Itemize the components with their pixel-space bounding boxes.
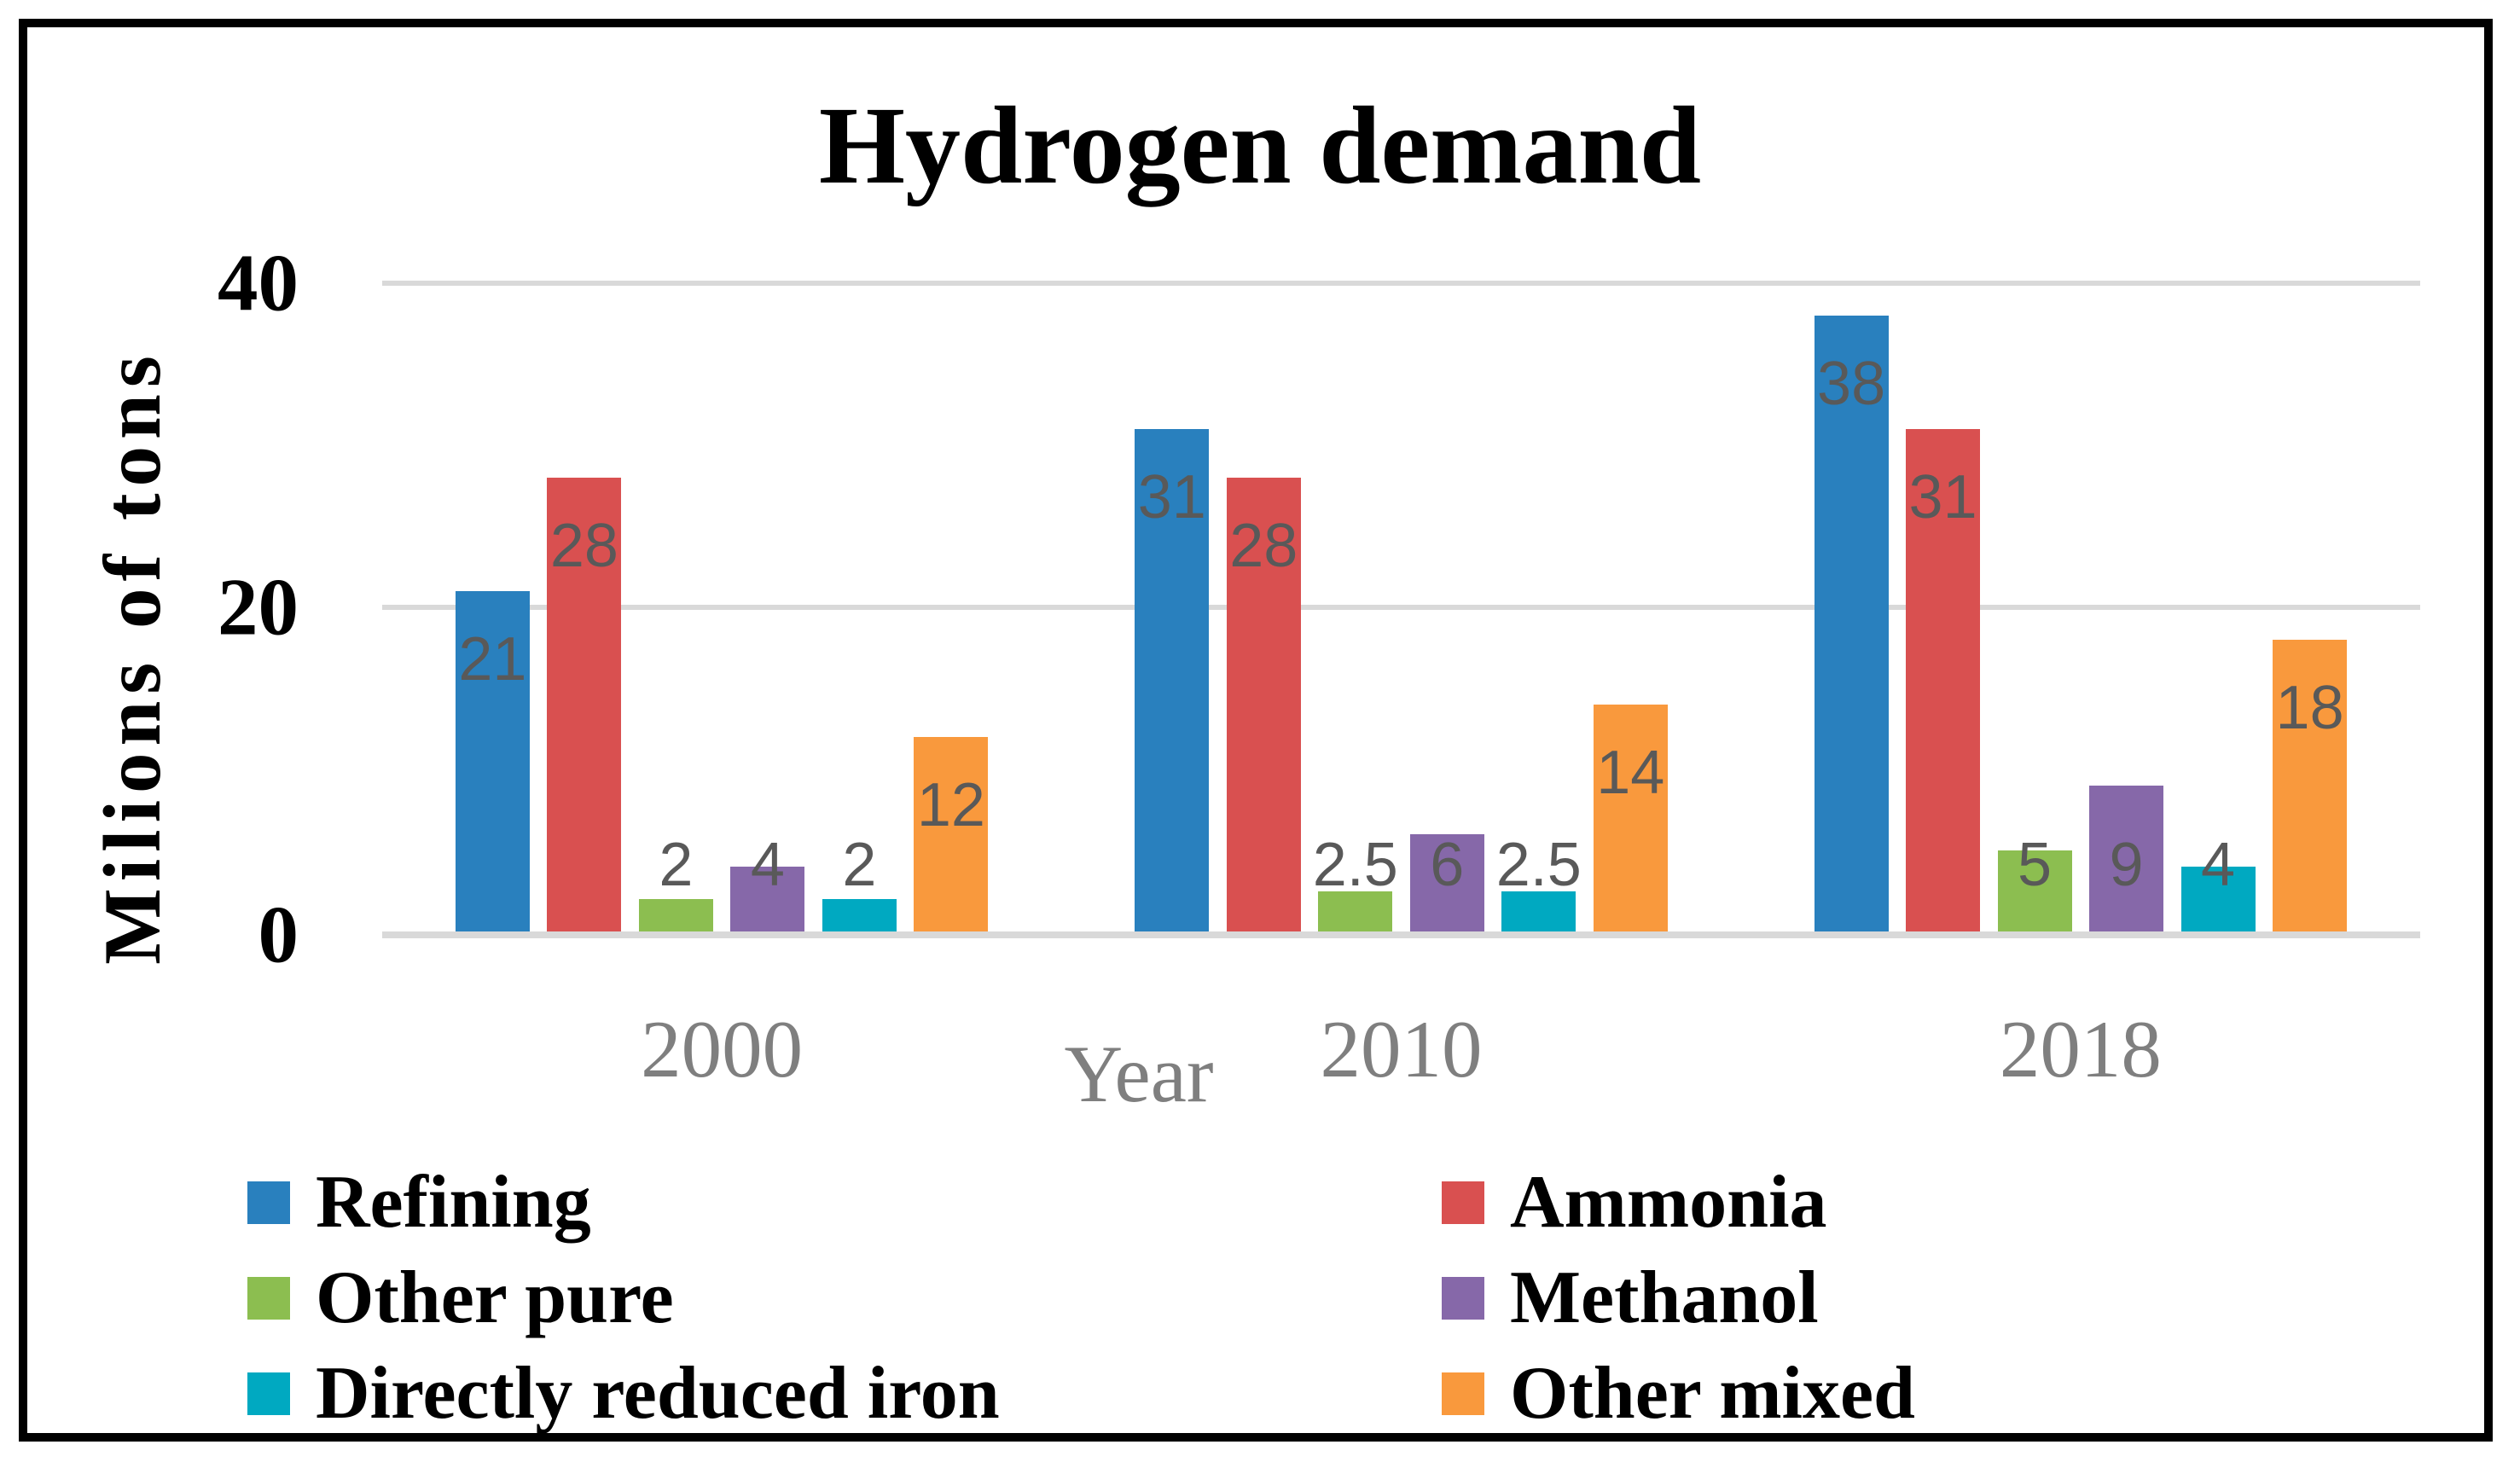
data-label-2000-ammonia: 28 [549,512,618,580]
x-axis-title: Year [1064,1029,1214,1119]
chart-title: Hydrogen demand [818,84,1702,207]
data-label-2000-refining: 21 [458,625,527,693]
legend-item-ammonia: Ammonia [1442,1164,2380,1241]
figure-border [19,19,2493,1442]
data-label-2018-other-pure: 5 [2018,831,2053,899]
bar-2000-refining [455,591,530,931]
legend-item-other-pure: Other pure [247,1260,1442,1337]
bar-2010-ammonia [1226,478,1301,931]
legend-item-other-mixed: Other mixed [1442,1355,2380,1432]
bar-2000-other-pure [638,899,713,931]
bar-2000-methanol [730,867,805,931]
bar-2018-other-pure [1997,850,2072,931]
legend-label: Refining [316,1161,591,1244]
legend-label: Methanol [1510,1256,1819,1339]
data-label-2000-other-mixed: 12 [916,771,985,839]
bar-2018-refining [1814,316,1889,931]
data-label-2018-methanol: 9 [2109,831,2144,899]
legend-item-directly-reduced-iron: Directly reduced iron [247,1355,1442,1432]
gridline-40 [382,281,2420,286]
bar-2018-methanol [2089,786,2164,931]
legend-label: Directly reduced iron [316,1352,1000,1435]
data-label-2018-ammonia: 31 [1908,463,1977,531]
data-label-2018-other-mixed: 18 [2275,674,2344,742]
data-label-2000-methanol: 4 [750,831,785,899]
y-tick-label-40: 40 [218,237,299,328]
data-label-2010-refining: 31 [1137,463,1206,531]
bar-2000-directly-reduced-iron [822,899,897,931]
bar-2018-directly-reduced-iron [2180,867,2256,931]
legend-swatch-other-mixed [1442,1372,1484,1415]
legend-swatch-other-pure [247,1277,290,1320]
y-tick-label-20: 20 [218,561,299,653]
bar-2010-other-pure [1318,891,1393,931]
gridline-20 [382,605,2420,610]
data-label-2010-other-pure: 2.5 [1312,831,1398,899]
y-tick-label-0: 0 [258,889,299,980]
data-label-2018-directly-reduced-iron: 4 [2201,831,2236,899]
data-label-2010-methanol: 6 [1430,831,1465,899]
legend-item-methanol: Methanol [1442,1260,2380,1337]
legend-label: Ammonia [1510,1161,1827,1244]
bar-2010-directly-reduced-iron [1501,891,1576,931]
legend-label: Other pure [316,1256,674,1339]
data-label-2000-directly-reduced-iron: 2 [842,831,877,899]
data-label-2018-refining: 38 [1817,350,1886,418]
data-label-2010-directly-reduced-iron: 2.5 [1495,831,1582,899]
bar-2010-other-mixed [1593,705,1668,931]
legend-swatch-methanol [1442,1277,1484,1320]
legend-swatch-ammonia [1442,1181,1484,1224]
bar-2018-other-mixed [2273,640,2348,931]
x-tick-label-2000: 2000 [641,1004,804,1094]
bar-2010-refining [1135,429,1210,931]
bar-2000-ammonia [547,478,622,931]
legend-swatch-refining [247,1181,290,1224]
legend-item-refining: Refining [247,1164,1442,1241]
x-tick-label-2018: 2018 [1999,1004,2162,1094]
bar-2000-other-mixed [914,737,989,931]
bar-2018-ammonia [1906,429,1981,931]
data-label-2010-ammonia: 28 [1229,512,1298,580]
legend: Refining Ammonia Other pure Methanol Directl… [247,1164,2380,1432]
legend-swatch-directly-reduced-iron [247,1372,290,1415]
data-label-2000-other-pure: 2 [659,831,694,899]
x-axis-line [382,931,2420,938]
x-tick-label-2010: 2010 [1320,1004,1483,1094]
legend-label: Other mixed [1510,1352,1915,1435]
data-label-2010-other-mixed: 14 [1596,739,1665,807]
bar-2010-methanol [1409,834,1484,931]
